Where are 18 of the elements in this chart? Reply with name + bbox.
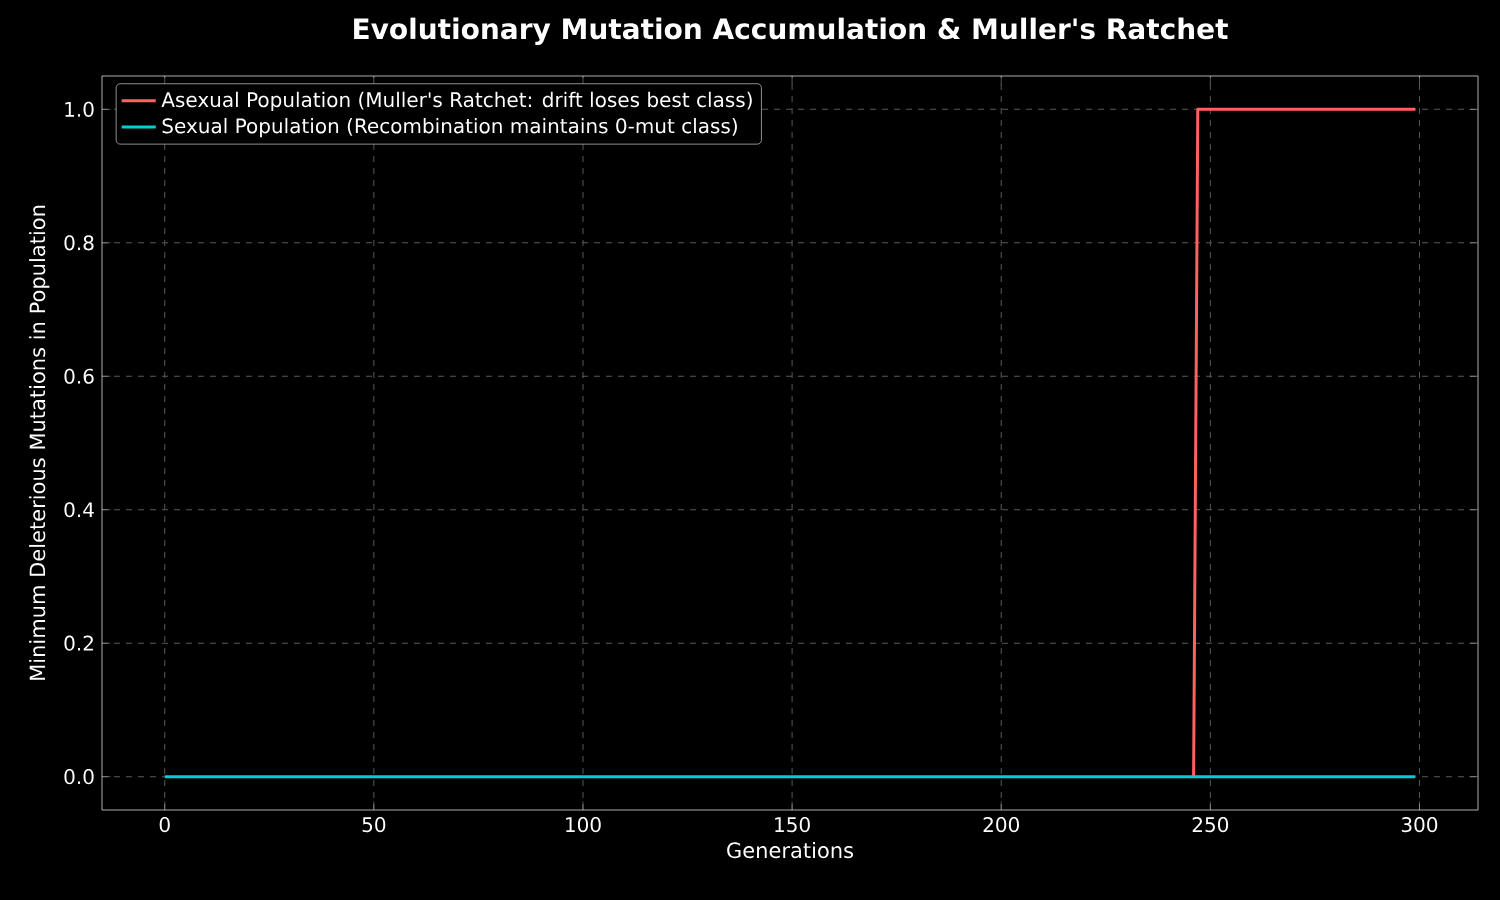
- legend-label: Asexual Population (Muller's Ratchet: drift loses best class): [161, 91, 752, 112]
- chart-title: Evolutionary Mutation Accumulation & Muller's Ratchet: [354, 17, 1228, 45]
- x-tick-label: 100: [566, 817, 601, 833]
- legend-label: Sexual Population (Recombination maintains 0-mut class): [162, 117, 737, 138]
- y-tick-label: 0.4: [64, 502, 94, 518]
- y-tick-label: 0.2: [64, 635, 93, 651]
- x-tick-label: 0: [159, 817, 170, 833]
- x-axis-title: Generations: [727, 841, 854, 859]
- x-tick-label: 150: [775, 817, 810, 833]
- x-tick-label: 250: [1192, 817, 1229, 833]
- y-axis-title: Minimum Deleterious Mutations in Population: [29, 205, 50, 680]
- x-tick-label: 50: [362, 817, 386, 833]
- y-tick-label: 0.8: [64, 235, 94, 251]
- y-tick-label: 1.0: [65, 101, 94, 117]
- y-tick-label: 0.6: [64, 368, 94, 384]
- x-tick-label: 300: [1401, 817, 1438, 833]
- x-tick-label: 200: [983, 817, 1019, 833]
- y-tick-label: 0.0: [64, 769, 94, 785]
